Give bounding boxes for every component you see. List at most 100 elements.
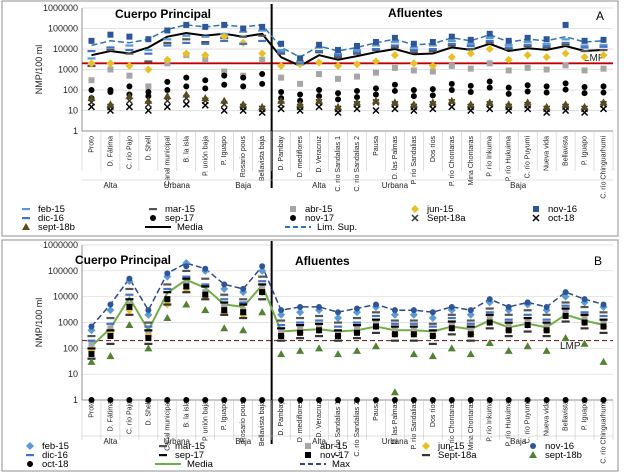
data-point-sep-17 [220, 301, 229, 304]
data-point-jun-15 [504, 55, 513, 64]
legend-item: nov-17 [290, 213, 334, 224]
data-point-nov-17 [202, 85, 209, 92]
data-point-nov-16 [429, 38, 436, 45]
data-point-sept-18a [201, 298, 210, 301]
y-tick-label: 10000 [53, 292, 78, 302]
group-label: Alta [312, 437, 326, 446]
data-point-dic-16 [485, 39, 494, 43]
y-tick-label: 1000000 [43, 240, 78, 250]
data-point-nov-16 [391, 307, 398, 314]
data-point-dic-16 [87, 339, 96, 342]
data-point-nov-16 [278, 40, 285, 47]
data-point-nov-17 [107, 333, 114, 340]
data-point-jun-15 [258, 49, 267, 58]
data-point-sept-18b [258, 102, 267, 110]
data-point-feb-15 [409, 46, 418, 49]
data-point-sept-18b [371, 96, 380, 104]
data-point-sept-18a [334, 339, 343, 342]
data-point-mar-15 [409, 51, 418, 54]
data-point-sept-18a [428, 342, 437, 345]
legend-swatch [150, 215, 156, 221]
legend-label: nov-16 [545, 441, 574, 452]
data-point-sept-18a [352, 337, 361, 340]
data-point-sep-17 [183, 74, 190, 81]
data-point-sep-17 [447, 320, 456, 323]
legend-item: nov-17 [305, 450, 349, 461]
legend-label: jun-15 [437, 441, 464, 452]
data-point-mar-15 [599, 311, 608, 314]
data-point-nov-17 [600, 323, 607, 330]
data-point-sept-18b [428, 98, 437, 106]
data-point-nov-17 [524, 88, 531, 95]
data-point-dic-16 [504, 318, 513, 321]
data-point-sep-17 [297, 91, 304, 98]
data-point-abr-15 [297, 325, 304, 332]
data-point-oct-18 [258, 108, 266, 117]
data-point-sept-18b [561, 100, 570, 108]
data-point-sept-18b [163, 92, 172, 100]
legend-item: sep-17 [159, 450, 204, 461]
data-point-oct-18 [372, 106, 380, 115]
data-point-oct-18 [259, 397, 266, 403]
data-point-sept-18a [296, 337, 305, 340]
data-point-dic-16 [239, 301, 248, 304]
data-point-dic-16 [296, 62, 305, 65]
data-point-sept-18b [542, 102, 551, 110]
threshold-label: LMP [584, 53, 605, 64]
legend-label: mar-15 [165, 204, 195, 215]
data-point-sept-18a [220, 313, 229, 316]
data-point-dic-16 [352, 51, 361, 54]
data-point-nov-16 [126, 33, 133, 40]
legend-label: Media [177, 222, 204, 233]
data-point-oct-18 [315, 103, 323, 111]
data-point-abr-15 [391, 327, 398, 334]
data-point-dic-16 [277, 324, 286, 327]
data-point-sept-18b [296, 100, 305, 108]
data-point-nov-16 [410, 40, 417, 47]
data-point-sept-18b [580, 339, 589, 347]
legend-label: sep-17 [165, 213, 194, 224]
data-point-sep-17 [409, 325, 418, 328]
data-point-feb-15 [182, 34, 191, 37]
data-point-sept-18a [447, 333, 456, 336]
y-tick-label: 1 [73, 126, 78, 136]
group-label: Urbana [164, 437, 191, 446]
data-point-sept-18b [220, 96, 229, 104]
legend-swatch [411, 214, 419, 222]
data-point-feb-15 [296, 308, 305, 317]
data-point-mar-15 [428, 49, 437, 53]
x-category-label: P. Iguapo [582, 401, 589, 430]
data-point-oct-18 [182, 100, 190, 108]
y-tick-label: 100000 [48, 24, 78, 34]
x-category-label: Pausa [373, 401, 380, 421]
data-point-dic-16 [277, 51, 286, 54]
data-point-nov-17 [448, 87, 455, 93]
data-point-sept-18b [523, 342, 532, 350]
legend-swatch [422, 442, 430, 450]
data-point-abr-15 [107, 325, 114, 332]
data-point-feb-15 [580, 44, 589, 47]
data-point-dic-16 [447, 316, 456, 320]
data-point-nov-17 [126, 303, 133, 310]
legend-label: jun-15 [426, 204, 453, 215]
data-point-jun-15 [277, 61, 286, 70]
data-point-dic-16 [561, 41, 570, 45]
data-point-mar-15 [371, 311, 380, 314]
data-point-sep-17 [125, 298, 134, 301]
data-point-sept-18b [371, 342, 380, 350]
data-point-jun-15 [542, 53, 551, 62]
data-point-sept-18b [428, 352, 437, 360]
data-point-oct-18 [221, 397, 228, 403]
chart-panel-A: 1 10 100 1000 10000 100000 1000000 NMP/100 ml LM… [1, 0, 619, 237]
data-point-nov-16 [524, 299, 531, 306]
legend-item: oct-18 [532, 213, 574, 224]
data-point-abr-15 [221, 303, 228, 310]
data-point-feb-15 [485, 36, 494, 40]
legend-swatch [290, 206, 296, 212]
data-point-dic-16 [599, 314, 608, 318]
data-point-sept-18a [409, 339, 418, 342]
data-point-nov-16 [202, 265, 209, 272]
data-point-oct-18 [524, 397, 531, 403]
x-category-label: P. río Inkuma [487, 136, 494, 177]
data-point-sept-18b [201, 306, 210, 314]
